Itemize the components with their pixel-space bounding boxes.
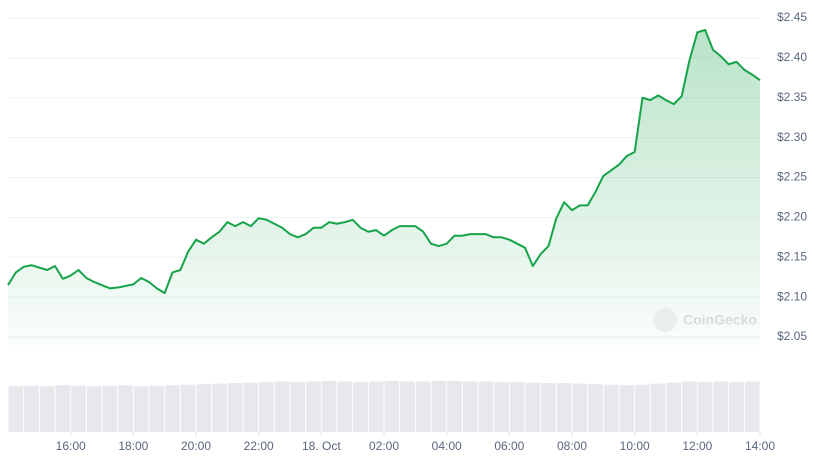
volume-bar: [321, 381, 337, 432]
y-tick-label: $2.45: [777, 10, 807, 24]
x-tick-label: 20:00: [181, 439, 211, 453]
volume-bar: [86, 386, 102, 432]
volume-bar: [650, 383, 666, 432]
volume-bar: [478, 381, 494, 432]
x-tick-label: 18:00: [118, 439, 148, 453]
watermark-group: CoinGecko: [653, 308, 757, 332]
volume-bar: [682, 381, 697, 432]
volume-bar: [541, 383, 556, 432]
volume-bar: [635, 384, 650, 432]
price-area: [8, 29, 760, 346]
volume-bar: [149, 385, 165, 432]
volume-bar: [400, 381, 415, 432]
price-line: [7, 28, 761, 295]
volume-bar: [102, 385, 118, 432]
volume-bar: [196, 384, 212, 432]
volume-bar: [24, 385, 39, 432]
volume-bar: [243, 382, 259, 432]
volume-bar: [165, 385, 180, 432]
volume-bar: [274, 381, 290, 432]
volume-bar: [55, 385, 71, 432]
volume-bar: [494, 382, 509, 432]
volume-bar: [603, 384, 619, 432]
x-tick-label: 14:00: [745, 439, 775, 453]
volume-bar: [525, 382, 541, 432]
x-tick-label: 06:00: [494, 439, 524, 453]
x-tick-label: 04:00: [432, 439, 462, 453]
volume-bar: [259, 382, 274, 432]
volume-bar: [729, 382, 744, 432]
volume-bar: [368, 381, 384, 432]
volume-bar: [212, 383, 227, 432]
volume-bar: [118, 385, 133, 432]
y-tick-label: $2.40: [777, 50, 807, 64]
volume-bar: [353, 382, 368, 432]
volume-bar: [619, 385, 635, 432]
volume-bar: [744, 381, 760, 432]
volume-bar: [462, 381, 478, 432]
volume-bar: [572, 383, 588, 432]
x-tick-label: 08:00: [557, 439, 587, 453]
volume-bar: [666, 382, 682, 432]
volume-bar: [290, 382, 306, 432]
volume-bar: [415, 381, 431, 432]
x-tick-label: 02:00: [369, 439, 399, 453]
volume-bar: [713, 381, 729, 432]
x-tick-label: 22:00: [244, 439, 274, 453]
x-tick-label: 10:00: [620, 439, 650, 453]
y-tick-label: $2.25: [777, 170, 807, 184]
volume-bar: [588, 384, 603, 432]
y-tick-label: $2.35: [777, 90, 807, 104]
watermark-logo: [653, 308, 677, 332]
y-tick-label: $2.05: [777, 329, 807, 343]
y-tick-label: $2.30: [777, 130, 807, 144]
volume-bar: [337, 381, 353, 432]
watermark: CoinGecko: [683, 312, 757, 328]
volume-bar: [384, 381, 400, 432]
volume-bar: [556, 383, 572, 432]
y-tick-label: $2.20: [777, 210, 807, 224]
y-tick-label: $2.15: [777, 249, 807, 263]
volume-bar: [71, 385, 86, 432]
y-tick-label: $2.10: [777, 289, 807, 303]
volume-bar: [447, 381, 462, 432]
volume-bar: [431, 381, 447, 432]
x-tick-label: 12:00: [682, 439, 712, 453]
volume-bar: [133, 386, 149, 432]
volume-bar: [509, 382, 525, 432]
volume-bar: [227, 383, 243, 432]
volume-bar: [39, 386, 55, 432]
volume-bar: [697, 382, 713, 432]
volume-bar: [8, 386, 24, 432]
x-tick-label: 18. Oct: [302, 439, 341, 453]
volume-bar: [306, 381, 321, 432]
volume-bar: [180, 384, 196, 432]
x-tick-label: 16:00: [56, 439, 86, 453]
